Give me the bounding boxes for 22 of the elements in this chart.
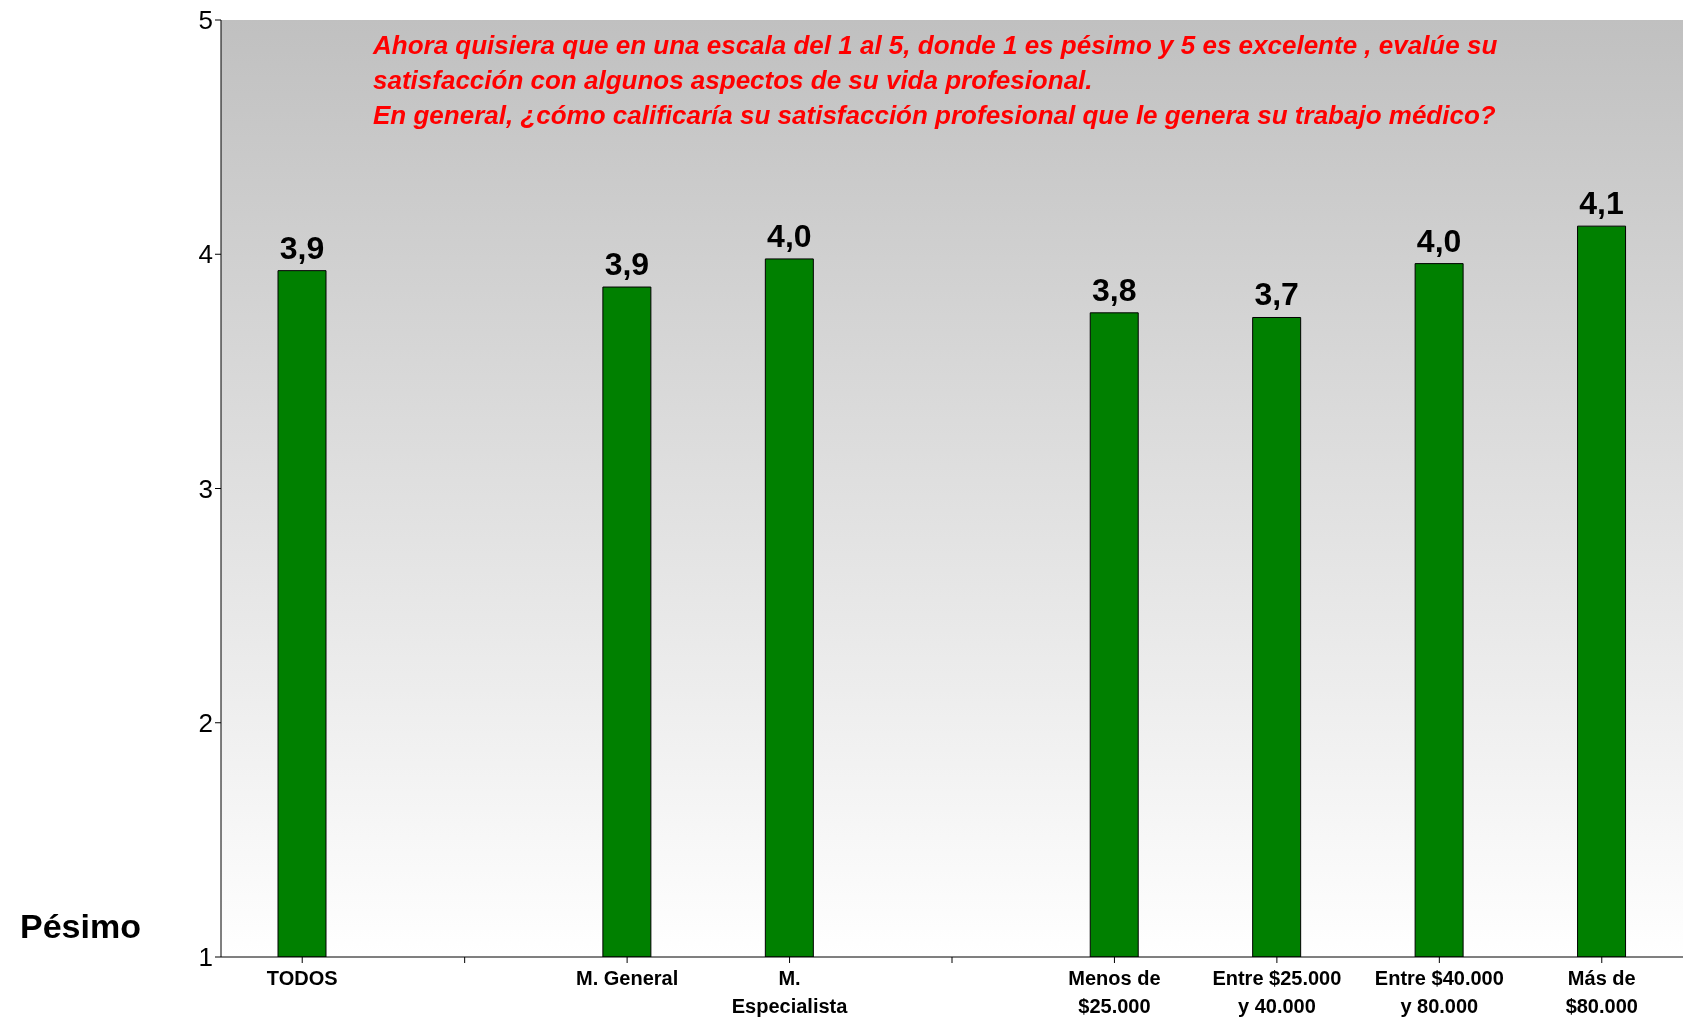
x-tick-label: TODOS (266, 967, 338, 989)
text: En general, ¿cómo calificaría su satisfacción profesional que le genera su trabajo médico? (373, 99, 1497, 132)
data-label: 3,8 (1091, 271, 1137, 308)
data-label: 4,1 (1579, 185, 1624, 222)
y-tick-label: 4 (198, 239, 213, 270)
x-tick-label: Menos de $25.000 (1068, 967, 1161, 1017)
x-tick-label: Entre $25.000 y 40.000 (1212, 967, 1342, 1017)
y-tick-label: 2 (198, 707, 213, 738)
y-tick-label: 5 (198, 5, 213, 36)
y-tick-label: 1 (198, 942, 213, 973)
data-label: 4,0 (1416, 222, 1462, 259)
data-label: 3,9 (279, 229, 325, 266)
text: Ahora quisiera que en una escala del 1 al 5, donde 1 es pésimo y 5 es excelente , evalúe su satisfacción con algunos aspectos de su vida profesional. (373, 29, 1499, 97)
x-tick-label: M. Especialista (731, 967, 849, 1017)
x-tick-label: Entre $40.000 y 80.000 (1374, 967, 1504, 1017)
data-label: 4,0 (767, 217, 812, 254)
y-tick-label: 3 (198, 473, 213, 504)
text: Pésimo (20, 907, 141, 946)
data-label: 3,7 (1254, 276, 1299, 313)
x-tick-label: M. General (575, 967, 679, 989)
data-label: 3,9 (604, 246, 650, 283)
x-tick-label: Más de $80.000 (1565, 967, 1638, 1017)
